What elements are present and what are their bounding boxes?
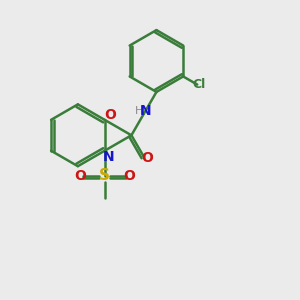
Text: N: N bbox=[103, 150, 115, 164]
Text: O: O bbox=[123, 169, 135, 183]
Text: O: O bbox=[142, 152, 153, 165]
Text: O: O bbox=[104, 107, 116, 122]
Text: S: S bbox=[99, 168, 110, 183]
Text: Cl: Cl bbox=[192, 78, 205, 91]
Text: O: O bbox=[74, 169, 86, 183]
Text: H: H bbox=[134, 106, 143, 116]
Text: N: N bbox=[140, 104, 151, 118]
